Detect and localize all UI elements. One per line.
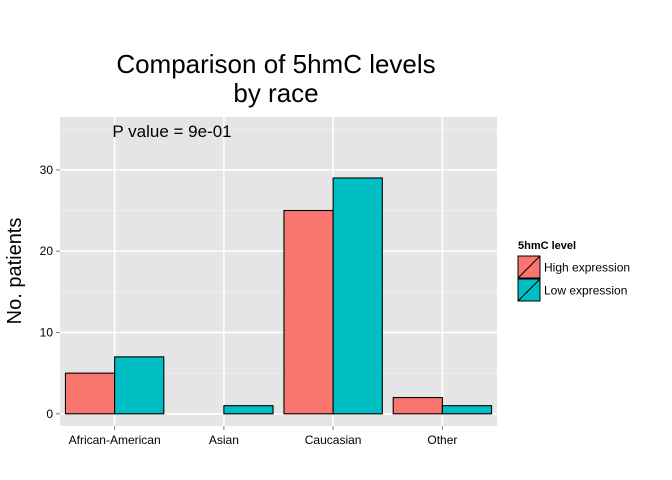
x-tick-label: Other: [427, 433, 457, 447]
y-tick-label: 20: [40, 244, 54, 258]
bar: [441, 405, 493, 415]
bar: [332, 177, 383, 415]
y-tick-label: 0: [46, 407, 53, 421]
bar: [114, 356, 165, 415]
y-tick-label: 10: [40, 325, 54, 339]
chart-title-line-2: by race: [233, 78, 318, 108]
legend-label: High expression: [544, 261, 630, 275]
legend-title: 5hmC level: [518, 240, 576, 252]
legend: 5hmC level High expression Low expression: [517, 240, 630, 302]
legend-label: Low expression: [544, 284, 627, 298]
bar: [64, 372, 116, 415]
legend-key-slash: [517, 278, 541, 302]
x-axis: African-American Asian Caucasian Other: [69, 426, 457, 447]
bar: [392, 396, 443, 415]
p-value-annotation: P value = 9e-01: [112, 122, 231, 141]
chart-title-line-1: Comparison of 5hmC levels: [116, 49, 435, 79]
bar: [283, 209, 334, 415]
bars: [64, 177, 493, 415]
x-tick-label: Caucasian: [305, 433, 362, 447]
y-axis: 0 10 20 30: [40, 163, 60, 421]
y-tick-label: 30: [40, 163, 54, 177]
x-tick-label: Asian: [209, 433, 239, 447]
y-axis-label: No. patients: [4, 218, 26, 325]
x-tick-label: African-American: [69, 433, 161, 447]
bar: [223, 405, 274, 415]
legend-key-slash: [517, 255, 541, 279]
